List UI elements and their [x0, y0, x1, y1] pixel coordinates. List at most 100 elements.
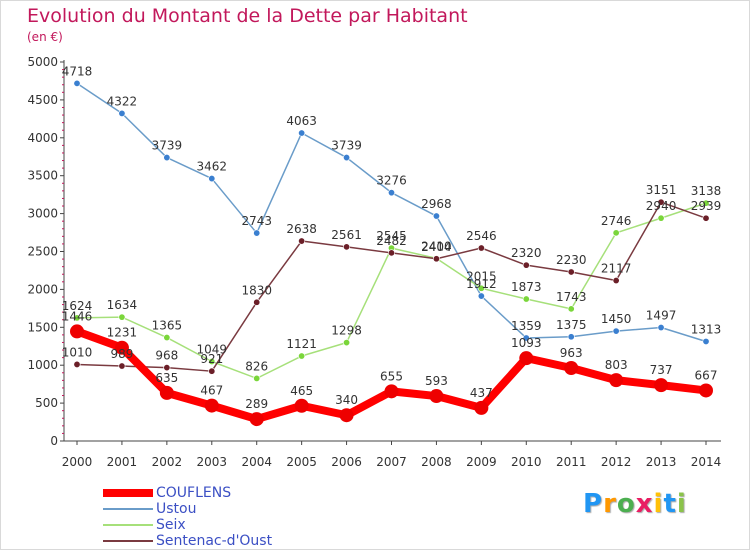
data-point-sentenac-d-oust: [163, 364, 171, 372]
data-label-couflens: 465: [290, 384, 313, 398]
legend-swatch: [103, 508, 153, 510]
data-label-sentenac-d-oust: 921: [200, 352, 223, 366]
data-label-sentenac-d-oust: 968: [155, 349, 178, 363]
y-tick-label: 0: [50, 434, 58, 448]
data-label-couflens: 1093: [511, 336, 542, 350]
data-point-seix: [612, 229, 620, 237]
data-point-seix: [73, 314, 81, 322]
data-label-seix: 1624: [62, 299, 93, 313]
legend-label: Ustou: [156, 501, 197, 517]
data-label-ustou: 3739: [152, 139, 183, 153]
data-point-couflens: [384, 384, 399, 399]
logo-letter: o: [616, 489, 636, 519]
x-tick-label: 2004: [241, 455, 272, 469]
x-tick-label: 2008: [421, 455, 452, 469]
data-point-ustou: [657, 324, 665, 332]
legend-swatch: [103, 524, 153, 526]
data-point-sentenac-d-oust: [118, 362, 126, 370]
data-point-ustou: [567, 333, 575, 341]
chart-unit-label: (en €): [27, 30, 63, 44]
data-point-sentenac-d-oust: [73, 360, 81, 368]
data-point-couflens: [294, 398, 309, 413]
data-point-seix: [477, 284, 485, 292]
legend-swatch: [103, 489, 153, 497]
chart-title: Evolution du Montant de la Dette par Hab…: [27, 5, 468, 27]
data-label-couflens: 1231: [107, 326, 138, 340]
data-point-ustou: [612, 327, 620, 335]
data-point-seix: [343, 339, 351, 347]
x-tick-label: 2000: [62, 455, 93, 469]
data-label-couflens: 635: [155, 371, 178, 385]
data-point-ustou: [163, 154, 171, 162]
data-label-ustou: 1313: [691, 322, 722, 336]
data-label-seix: 1049: [197, 342, 228, 356]
data-label-seix: 1365: [152, 319, 183, 333]
data-label-ustou: 4322: [107, 94, 138, 108]
data-label-ustou: 1359: [511, 319, 542, 333]
data-label-sentenac-d-oust: 3151: [646, 183, 677, 197]
y-tick-label: 4000: [27, 131, 58, 145]
data-point-couflens: [609, 373, 624, 388]
data-label-seix: 1873: [511, 280, 542, 294]
data-label-sentenac-d-oust: 2638: [286, 222, 317, 236]
data-label-couflens: 803: [605, 358, 628, 372]
data-label-ustou: 2968: [421, 197, 452, 211]
logo-letter: x: [635, 489, 654, 519]
legend-label: COUFLENS: [156, 485, 232, 501]
data-label-couflens: 467: [200, 384, 223, 398]
data-point-ustou: [477, 292, 485, 300]
legend-swatch: [103, 540, 153, 542]
data-point-sentenac-d-oust: [208, 367, 216, 375]
data-label-ustou: 3276: [376, 174, 407, 188]
data-label-couflens: 655: [380, 369, 403, 383]
data-point-sentenac-d-oust: [702, 214, 710, 222]
data-point-sentenac-d-oust: [387, 249, 395, 257]
data-point-seix: [253, 374, 261, 382]
data-point-ustou: [702, 337, 710, 345]
y-tick-label: 5000: [27, 55, 58, 69]
data-point-seix: [702, 199, 710, 207]
legend-label: Seix: [156, 517, 186, 533]
data-label-ustou: 3739: [331, 139, 362, 153]
data-label-sentenac-d-oust: 2117: [601, 262, 632, 276]
data-label-sentenac-d-oust: 2482: [376, 234, 407, 248]
data-point-seix: [298, 352, 306, 360]
y-tick-label: 2500: [27, 245, 58, 259]
x-tick-label: 2009: [466, 455, 497, 469]
logo-letter: P: [583, 489, 604, 519]
data-label-sentenac-d-oust: 2939: [691, 199, 722, 213]
data-label-seix: 2545: [376, 229, 407, 243]
y-tick-label: 2000: [27, 282, 58, 296]
data-point-couflens: [339, 408, 354, 423]
data-label-sentenac-d-oust: 2320: [511, 246, 542, 260]
data-point-sentenac-d-oust: [477, 244, 485, 252]
data-point-sentenac-d-oust: [432, 255, 440, 263]
data-label-ustou: 4063: [286, 114, 317, 128]
x-tick-label: 2010: [511, 455, 542, 469]
data-label-seix: 1298: [331, 324, 362, 338]
data-point-seix: [567, 305, 575, 313]
series-line-ustou: [76, 82, 707, 343]
x-tick-label: 2003: [197, 455, 228, 469]
x-tick-label: 2001: [107, 455, 138, 469]
data-point-couflens: [204, 398, 219, 413]
x-tick-label: 2014: [691, 455, 722, 469]
data-label-seix: 2410: [421, 239, 452, 253]
x-tick-label: 2002: [152, 455, 183, 469]
data-label-sentenac-d-oust: 2546: [466, 229, 497, 243]
data-point-sentenac-d-oust: [567, 268, 575, 276]
data-label-couflens: 667: [695, 368, 718, 382]
data-point-couflens: [564, 361, 579, 376]
data-point-couflens: [699, 383, 713, 398]
data-label-sentenac-d-oust: 2561: [331, 228, 362, 242]
data-label-seix: 3138: [691, 184, 722, 198]
data-point-sentenac-d-oust: [343, 243, 351, 251]
x-tick-label: 2013: [646, 455, 677, 469]
data-label-ustou: 1450: [601, 312, 632, 326]
y-tick-label: 1500: [27, 320, 58, 334]
data-point-couflens: [474, 400, 489, 415]
data-label-couflens: 289: [245, 397, 268, 411]
data-point-ustou: [387, 189, 395, 197]
